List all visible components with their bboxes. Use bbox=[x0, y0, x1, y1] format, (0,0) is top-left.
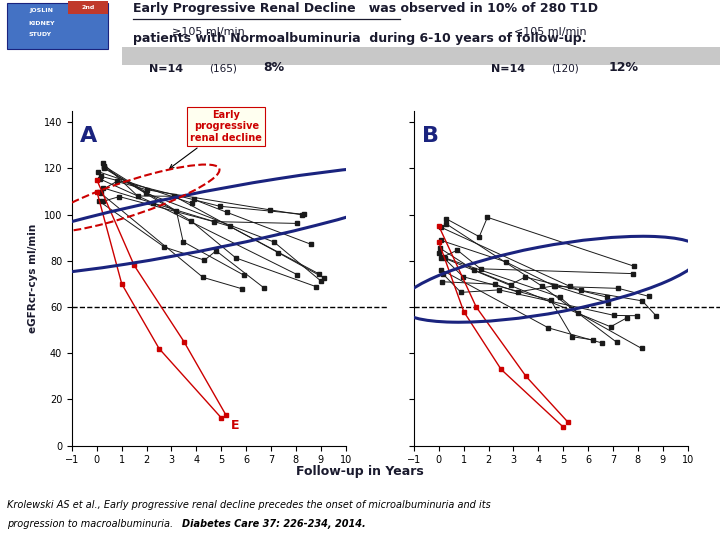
Text: Follow-up in Years: Follow-up in Years bbox=[296, 465, 424, 478]
Text: KIDNEY: KIDNEY bbox=[29, 21, 55, 26]
Text: <105 ml/min: <105 ml/min bbox=[515, 27, 587, 37]
Text: patients with Normoalbuminuria  during 6-10 years of follow-up.: patients with Normoalbuminuria during 6-… bbox=[133, 32, 587, 45]
Text: Early
progressive
renal decline: Early progressive renal decline bbox=[170, 110, 262, 168]
Text: (165): (165) bbox=[209, 64, 237, 74]
Text: N=14: N=14 bbox=[490, 64, 525, 74]
Bar bbox=[122, 46, 720, 65]
Text: progression to macroalbuminuria.: progression to macroalbuminuria. bbox=[7, 519, 176, 530]
Text: 12%: 12% bbox=[608, 61, 638, 74]
Text: 8%: 8% bbox=[264, 61, 284, 74]
Text: (120): (120) bbox=[551, 64, 579, 74]
Bar bbox=[7, 3, 108, 49]
Text: 2nd: 2nd bbox=[81, 5, 94, 10]
Text: N=14: N=14 bbox=[148, 64, 183, 74]
Text: Early Progressive Renal Decline   was observed in 10% of 280 T1D: Early Progressive Renal Decline was obse… bbox=[133, 2, 598, 15]
Text: STUDY: STUDY bbox=[29, 32, 52, 37]
Text: JOSLIN: JOSLIN bbox=[29, 8, 53, 13]
Bar bbox=[68, 1, 108, 14]
Y-axis label: eGFRcr-cys ml/min: eGFRcr-cys ml/min bbox=[28, 224, 38, 333]
Text: Krolewski AS et al., Early progressive renal decline precedes the onset of micro: Krolewski AS et al., Early progressive r… bbox=[7, 500, 491, 510]
Text: A: A bbox=[80, 126, 97, 146]
Text: ≥105 ml/min: ≥105 ml/min bbox=[172, 27, 246, 37]
Text: Diabetes Care 37: 226-234, 2014.: Diabetes Care 37: 226-234, 2014. bbox=[182, 519, 366, 530]
Text: E: E bbox=[231, 420, 240, 433]
Text: B: B bbox=[422, 126, 439, 146]
